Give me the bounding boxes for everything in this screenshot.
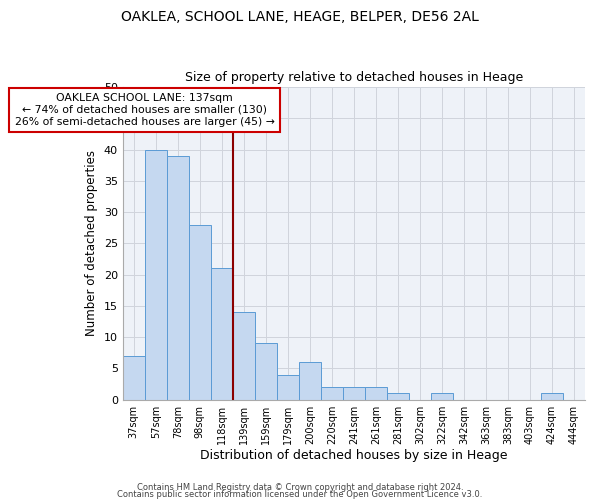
Bar [321, 387, 343, 400]
Bar [299, 362, 321, 400]
Y-axis label: Number of detached properties: Number of detached properties [85, 150, 98, 336]
Text: OAKLEA, SCHOOL LANE, HEAGE, BELPER, DE56 2AL: OAKLEA, SCHOOL LANE, HEAGE, BELPER, DE56… [121, 10, 479, 24]
Bar [431, 394, 453, 400]
Bar [211, 268, 233, 400]
Bar [277, 374, 299, 400]
Bar [145, 150, 167, 400]
Bar [123, 356, 145, 400]
Bar [255, 344, 277, 400]
Text: Contains HM Land Registry data © Crown copyright and database right 2024.: Contains HM Land Registry data © Crown c… [137, 484, 463, 492]
Bar [167, 156, 189, 400]
Bar [233, 312, 255, 400]
Bar [189, 224, 211, 400]
Bar [541, 394, 563, 400]
Bar [387, 394, 409, 400]
Bar [343, 387, 365, 400]
Bar [365, 387, 387, 400]
X-axis label: Distribution of detached houses by size in Heage: Distribution of detached houses by size … [200, 450, 508, 462]
Title: Size of property relative to detached houses in Heage: Size of property relative to detached ho… [185, 72, 523, 85]
Text: Contains public sector information licensed under the Open Government Licence v3: Contains public sector information licen… [118, 490, 482, 499]
Text: OAKLEA SCHOOL LANE: 137sqm
← 74% of detached houses are smaller (130)
26% of sem: OAKLEA SCHOOL LANE: 137sqm ← 74% of deta… [15, 94, 275, 126]
